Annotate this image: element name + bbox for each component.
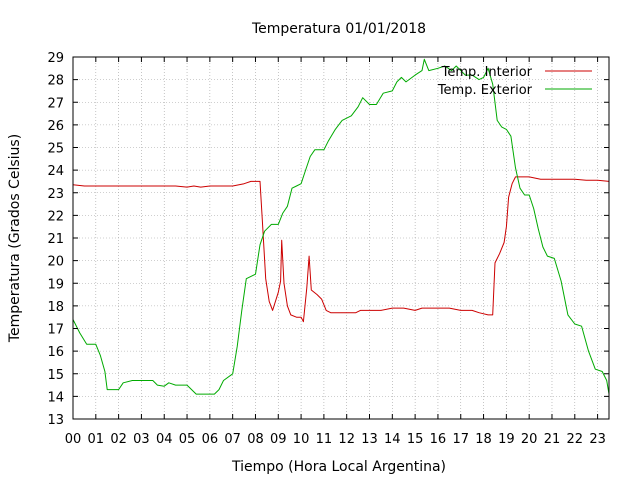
x-tick-label: 21 [544,432,561,447]
axis-ticks [72,56,609,420]
x-tick-label: 00 [65,432,82,447]
x-tick-label: 22 [567,432,584,447]
x-tick-label: 03 [133,432,150,447]
y-tick-label: 15 [47,368,64,383]
y-tick-label: 24 [47,164,64,179]
y-tick-labels: 13 14 15 16 17 18 19 20 21 22 23 24 25 26 27 28 29 [47,51,64,428]
x-tick-label: 15 [407,432,424,447]
x-tick-label: 19 [498,432,515,447]
y-tick-label: 14 [47,390,64,405]
y-tick-label: 22 [47,209,64,224]
x-tick-label: 06 [202,432,219,447]
x-tick-label: 16 [430,432,447,447]
y-tick-label: 23 [47,187,64,202]
x-tick-label: 01 [88,432,105,447]
x-axis-label: Tiempo (Hora Local Argentina) [231,459,446,475]
legend-label-temp-interior: Temp. Interior [441,65,533,80]
y-tick-label: 21 [47,232,64,247]
x-tick-label: 12 [338,432,355,447]
series-line-temp-interior [72,176,610,323]
x-tick-label: 23 [589,432,606,447]
x-tick-label: 10 [293,432,310,447]
legend-label-temp-exterior: Temp. Exterior [437,83,533,98]
series-layer [72,58,610,395]
y-tick-label: 17 [47,323,64,338]
y-tick-label: 19 [47,277,64,292]
y-axis-label: Temperatura (Grados Celsius) [7,134,23,343]
grid [72,56,609,420]
x-tick-label: 17 [452,432,469,447]
x-tick-label: 02 [110,432,127,447]
x-tick-label: 13 [361,432,378,447]
y-tick-label: 25 [47,142,64,157]
x-tick-labels: 00 01 02 03 04 05 06 07 08 09 10 11 12 13 14 15 16 17 18 19… [65,432,606,447]
x-tick-label: 11 [316,432,333,447]
y-tick-label: 13 [47,413,64,428]
x-tick-label: 20 [521,432,538,447]
x-tick-label: 07 [224,432,241,447]
y-tick-label: 16 [47,345,64,360]
x-tick-label: 04 [156,432,173,447]
x-tick-label: 09 [270,432,287,447]
x-tick-label: 18 [475,432,492,447]
y-tick-label: 28 [47,74,64,89]
y-tick-label: 18 [47,300,64,315]
x-tick-label: 14 [384,432,401,447]
x-tick-label: 05 [179,432,196,447]
legend: Temp. Interior Temp. Exterior [437,65,592,98]
y-tick-label: 20 [47,255,64,270]
y-tick-label: 29 [47,51,64,66]
series-line-temp-exterior [72,58,610,395]
y-tick-label: 26 [47,119,64,134]
x-tick-label: 08 [247,432,264,447]
y-tick-label: 27 [47,96,64,111]
chart-title: Temperatura 01/01/2018 [251,21,426,37]
